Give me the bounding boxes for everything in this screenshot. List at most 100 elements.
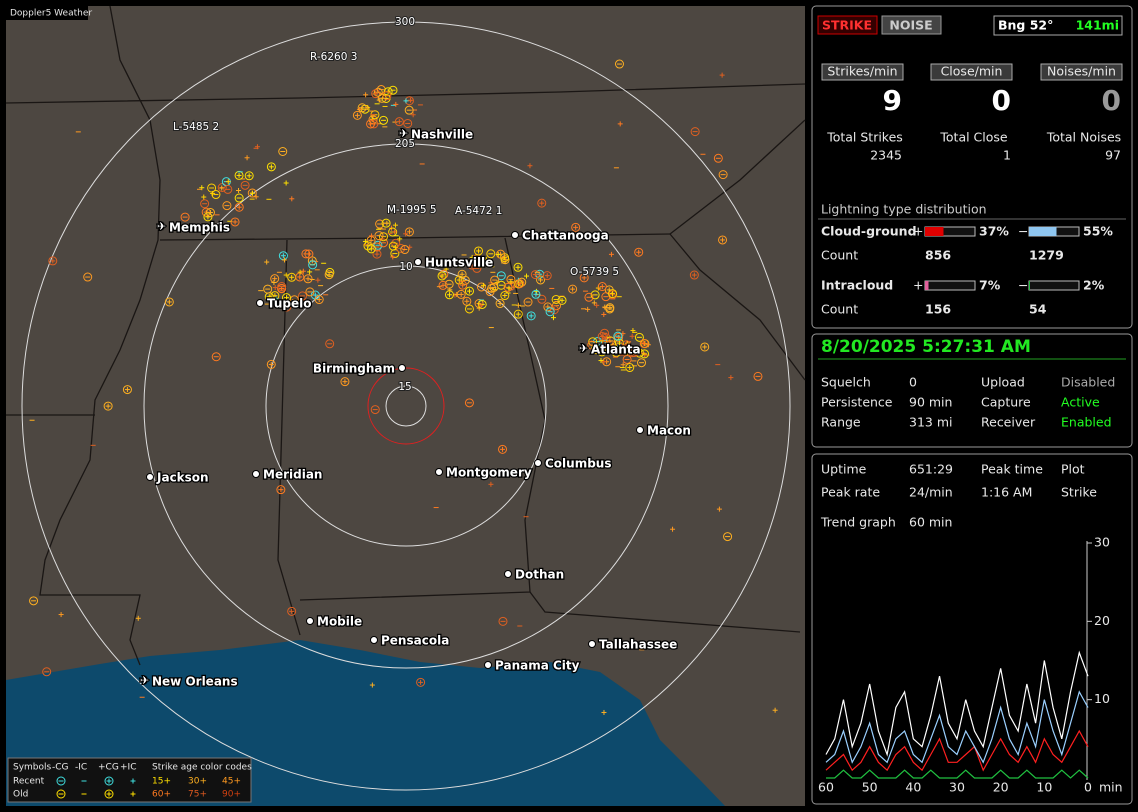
symbol-ring (203, 212, 213, 222)
symbol-ring (381, 218, 391, 228)
symbol-ring (377, 93, 387, 103)
symbol-ring (298, 291, 308, 301)
y-tick-label: 30 (1094, 535, 1110, 550)
noise-button[interactable] (881, 15, 942, 35)
rate-header: Noises/min (1047, 64, 1116, 79)
symbol-ring (240, 180, 250, 190)
rate-header: Strikes/min (827, 64, 897, 79)
symbol-ring (200, 199, 210, 209)
symbol-ring (500, 291, 510, 301)
pct-label: 7% (979, 278, 1001, 293)
bearing: Bng 52° (998, 18, 1053, 33)
symbol-ring (597, 282, 607, 292)
symbol-ring (83, 272, 93, 282)
setting: Receiver (981, 415, 1036, 430)
title-box (6, 6, 88, 20)
city-label: Nashville (411, 128, 473, 142)
city-dot (414, 258, 422, 266)
airport-icon: ✈ (157, 220, 166, 233)
symbol-ring (464, 304, 474, 314)
x-tick-label: 30 (949, 780, 965, 795)
range-ring (385, 385, 427, 427)
total-value: 2345 (870, 148, 902, 163)
symbol-ring (301, 249, 311, 259)
city-dot (252, 470, 260, 478)
symbol-ring (571, 222, 581, 232)
symbol-ring (622, 354, 632, 364)
total-value: 1 (1003, 148, 1011, 163)
range-label: 300 (395, 16, 415, 28)
symbol-ring (590, 290, 600, 300)
symbol-ring (444, 290, 454, 300)
symbol-ring (305, 287, 315, 297)
symbol-ring (639, 339, 649, 349)
symbol-ring (523, 297, 533, 307)
legend-label: Symbols (13, 763, 52, 773)
rate-header: Close/min (941, 64, 1003, 79)
x-axis-label: min (1099, 780, 1123, 795)
strike-layer (29, 59, 778, 715)
city-label: Pensacola (381, 634, 449, 648)
clock: 8/20/2025 5:27:31 AM (821, 337, 1031, 357)
symbol-ring (303, 274, 313, 284)
map-title: Doppler5 Weather (10, 9, 92, 19)
symbol-ring (244, 171, 254, 181)
legend-header: +CG (98, 763, 119, 773)
setting: Range (821, 415, 861, 430)
distribution-title: Lightning type distribution (821, 202, 987, 217)
symbol-ring (496, 271, 506, 281)
bar-frame (1028, 280, 1080, 291)
symbol-ring (495, 299, 505, 309)
symbol-ring (374, 231, 384, 241)
symbol-ring (416, 677, 426, 687)
symbol-ring (621, 340, 631, 350)
airport-icon: ✈ (579, 342, 588, 355)
symbol-ring (211, 352, 221, 362)
symbol-ring (472, 263, 482, 273)
symbol-ring (29, 596, 39, 606)
symbol-ring (372, 249, 382, 259)
symbol-ring (568, 284, 578, 294)
city-layer: ✈ Nashville✈ MemphisChattanoogaHuntsvilleT… (139, 126, 692, 690)
city-label: Tallahassee (599, 638, 677, 652)
symbol-ring (400, 245, 410, 255)
x-tick-label: 40 (905, 780, 921, 795)
symbol-ring (464, 398, 474, 408)
symbol-ring (207, 183, 217, 193)
airport-icon: ✈ (399, 127, 408, 140)
symbol-ring (266, 359, 276, 369)
symbol-ring (222, 201, 232, 211)
symbol-ring (314, 295, 324, 305)
stat: 24/min (909, 485, 953, 500)
noise-label[interactable]: NOISE (889, 18, 932, 33)
city-label: Birmingham (313, 362, 395, 376)
setting: 313 mi (909, 415, 952, 430)
symbol-ring (56, 776, 66, 786)
city-dot (511, 231, 519, 239)
symbol-ring (164, 297, 174, 307)
strike-button[interactable] (817, 15, 878, 35)
symbol-ring (366, 244, 376, 254)
symbol-ring (515, 279, 525, 289)
strike-label[interactable]: STRIKE (822, 18, 872, 33)
symbol-ring (549, 305, 559, 315)
legend-header: -IC (75, 763, 87, 773)
symbol-ring (503, 282, 513, 292)
range-ring (21, 21, 791, 791)
symbol-ring (486, 249, 496, 259)
city-dot (588, 640, 596, 648)
legend-label: Recent (13, 777, 45, 787)
rate-value: 9 (883, 84, 902, 117)
symbol-ring (476, 282, 486, 292)
legend-content: Symbols -CG -IC +CG +IC Strike age color code… (13, 763, 252, 800)
total-label: Total Strikes (826, 130, 903, 145)
symbol-ring (404, 105, 414, 115)
city-label: Mobile (317, 615, 362, 629)
setting: Active (1061, 395, 1100, 410)
symbol-ring (211, 190, 221, 200)
symbol-ring (537, 294, 547, 304)
setting: Squelch (821, 375, 871, 390)
symbol-ring (378, 232, 388, 242)
symbol-ring (217, 182, 227, 192)
city-label: Atlanta (591, 343, 641, 357)
